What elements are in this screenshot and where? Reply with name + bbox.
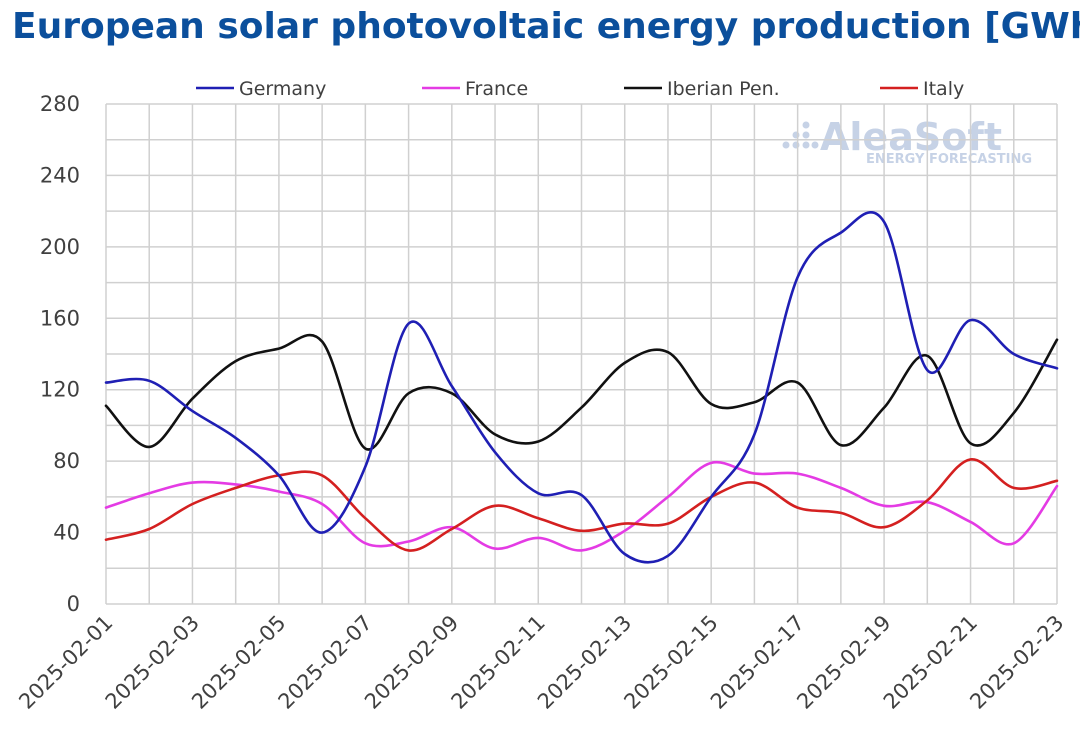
watermark-brand: AleaSoft [820, 115, 1002, 159]
y-tick-label: 120 [40, 378, 80, 402]
y-tick-label: 40 [53, 521, 80, 545]
chart-title: European solar photovoltaic energy produ… [12, 6, 1080, 47]
series-line-iberian-pen [104, 333, 1059, 451]
legend-label-germany: Germany [239, 78, 326, 100]
legend-label-france: France [465, 78, 528, 100]
series-line-germany [104, 211, 1059, 564]
y-tick-label: 200 [40, 235, 80, 259]
legend: Germany France Iberian Pen. Italy [196, 78, 964, 100]
y-tick-label: 160 [40, 306, 80, 330]
y-tick-label: 80 [53, 449, 80, 473]
legend-label-italy: Italy [923, 78, 964, 100]
series-line-france [104, 460, 1059, 552]
y-tick-label: 0 [67, 592, 80, 616]
y-tick-label: 240 [40, 163, 80, 187]
x-tick-label: 2025-02-23 [965, 611, 1068, 714]
legend-label-iberian-pen: Iberian Pen. [667, 78, 780, 100]
series-lines [104, 211, 1059, 564]
aleasoft-watermark: AleaSoft ENERGY FORECASTING [782, 115, 1032, 167]
y-tick-label: 280 [40, 92, 80, 116]
grid [105, 103, 1058, 605]
axes: 040801201602002402802025-02-012025-02-03… [14, 92, 1068, 714]
series-line-italy [104, 458, 1059, 552]
watermark-tagline: ENERGY FORECASTING [866, 152, 1032, 167]
aleasoft-logo-icon [782, 121, 819, 149]
